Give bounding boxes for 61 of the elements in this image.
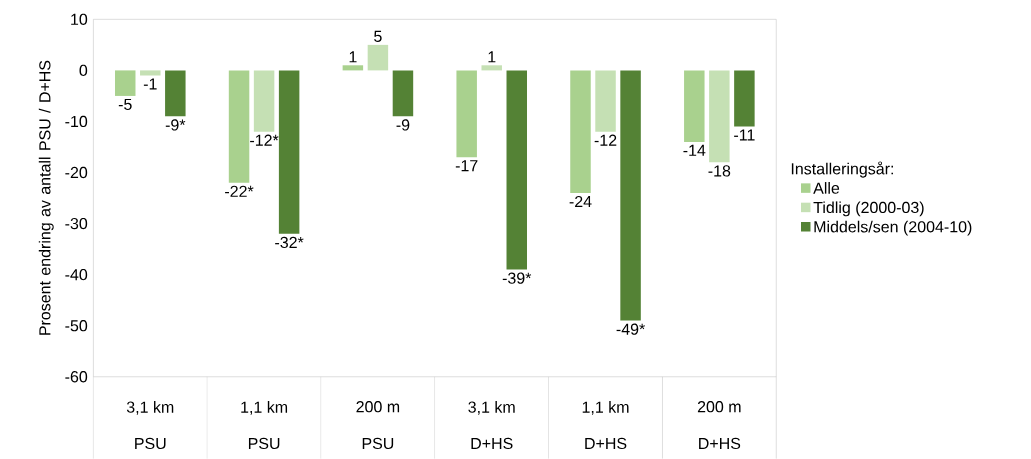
bar — [506, 70, 527, 270]
x-tick-label: 200 m — [356, 401, 400, 413]
data-label: -39* — [502, 272, 532, 284]
text: D+HS — [699, 437, 741, 450]
y-tick-label: 0 — [79, 64, 88, 77]
text: PSU — [362, 437, 394, 450]
y-tick-label: -60 — [65, 371, 88, 383]
bar — [570, 70, 591, 194]
text: D+HS — [471, 437, 513, 450]
legend-title: Installeringsår: — [791, 161, 893, 178]
bar — [140, 70, 161, 76]
bar — [595, 70, 616, 132]
bar — [481, 65, 502, 71]
y-tick-label: -10 — [65, 115, 88, 128]
y-tick-label: 10 — [71, 13, 88, 26]
text: PSU — [248, 437, 280, 450]
bar — [165, 70, 186, 117]
data-label: -22* — [225, 185, 254, 197]
x-tick-label: 200 m — [697, 401, 741, 413]
bar — [734, 70, 755, 127]
legend-label: Alle — [813, 182, 840, 194]
y-tick-label: -50 — [65, 320, 88, 332]
legend-label: Middels/sen (2004-10) — [814, 220, 972, 236]
bar — [342, 65, 364, 71]
x-tick-label: 3,1 km — [126, 401, 174, 415]
data-label: 1 — [488, 51, 496, 63]
y-tick-label: -20 — [65, 166, 88, 179]
bar — [620, 70, 641, 321]
data-label: -12* — [250, 134, 279, 146]
data-label: -9* — [165, 119, 186, 131]
data-label: -17 — [455, 160, 478, 172]
y-tick-label: -30 — [65, 218, 88, 230]
bar — [115, 70, 136, 97]
bar — [684, 70, 705, 142]
x-tick-label: 1,1 km — [241, 401, 288, 415]
legend-label: Tidlig (2000-03) — [813, 201, 924, 217]
bar — [367, 44, 389, 71]
data-label: 5 — [374, 30, 382, 43]
data-label: 1 — [349, 51, 357, 63]
text: PSU — [135, 437, 166, 450]
bar — [253, 70, 275, 132]
data-label: -1 — [143, 78, 157, 90]
data-label: -14 — [683, 144, 706, 156]
bar — [392, 70, 414, 117]
x-tick-label: 3,1 km — [468, 401, 515, 415]
data-label: -5 — [118, 98, 132, 111]
data-label: -32* — [275, 236, 304, 249]
data-label: -18 — [708, 165, 731, 177]
data-label: -24 — [569, 195, 592, 208]
text: D+HS — [585, 437, 627, 450]
bar — [456, 70, 477, 158]
bar — [228, 70, 250, 183]
y-axis-title: Prosent endring av antall PSU / D+HS — [38, 60, 54, 335]
bar — [278, 70, 300, 234]
data-label: -9 — [396, 119, 410, 131]
x-tick-label: 1,1 km — [582, 401, 629, 415]
y-tick-label: -40 — [65, 269, 88, 281]
data-label: -11 — [734, 129, 755, 141]
data-label: -49* — [616, 323, 645, 335]
bar — [709, 70, 730, 163]
data-label: -12 — [594, 134, 617, 146]
